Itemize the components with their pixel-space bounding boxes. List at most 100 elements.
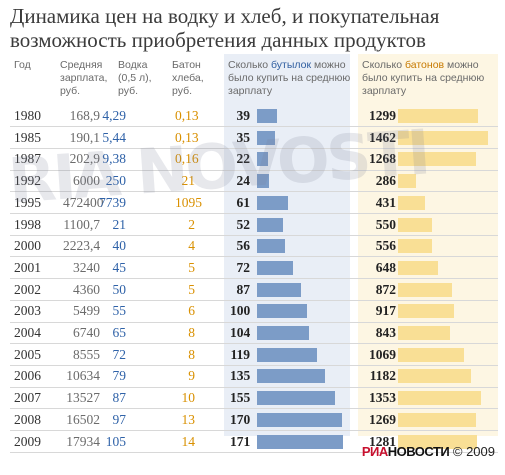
chart-title: Динамика цен на водку и хлеб, и покупате… (10, 4, 440, 52)
loaves-bar (398, 217, 432, 232)
bottles-value-label: 22 (236, 151, 251, 167)
vodka-price-cell: 105 (105, 433, 126, 449)
loaves-bar (398, 239, 433, 254)
vodka-price-cell: 45 (112, 259, 127, 275)
loaves-value-label: 431 (375, 194, 396, 210)
vodka-price-cell: 4,29 (102, 108, 126, 123)
wage-cell: 8555 (73, 346, 100, 362)
loaves-value-label: 556 (375, 238, 396, 254)
bottles-value-label: 170 (230, 411, 251, 427)
vodka-price-cell: 21 (112, 216, 127, 232)
bread-price-cell: 21 (181, 173, 196, 189)
bottles-bar (257, 326, 310, 340)
wage-cell: 168,9 (69, 108, 100, 123)
loaves-bar (398, 152, 477, 167)
year-cell: 2008 (14, 411, 41, 427)
loaves-value-label: 1268 (369, 151, 396, 167)
row-divider (10, 191, 498, 193)
loaves-bar (398, 195, 425, 210)
bottles-bar (257, 239, 286, 254)
bottles-bar (257, 109, 277, 123)
loaves-value-label: 1269 (369, 411, 396, 427)
bottles-bar (257, 217, 284, 232)
vodka-price-cell: 40 (112, 238, 127, 254)
row-divider (10, 278, 498, 280)
row-divider (10, 364, 498, 366)
year-cell: 1980 (14, 108, 41, 123)
header-loaves: Сколько батонов можно было купить на сре… (362, 59, 496, 98)
year-cell: 2002 (14, 281, 41, 297)
bottles-bar (257, 347, 317, 362)
bottles-bar (257, 152, 269, 167)
loaves-value-label: 286 (375, 173, 396, 189)
row-divider (10, 299, 498, 301)
wage-cell: 202,9 (69, 151, 100, 167)
loaves-value-label: 1069 (369, 346, 396, 362)
bread-price-cell: 4 (188, 238, 195, 254)
vodka-price-cell: 65 (112, 325, 127, 340)
bread-price-cell: 9 (188, 368, 195, 384)
vodka-price-cell: 72 (112, 346, 127, 362)
bottles-bar (257, 174, 270, 189)
bottles-value-label: 61 (236, 194, 251, 210)
bottles-value-label: 56 (236, 238, 251, 254)
vodka-price-cell: 5,44 (102, 129, 126, 145)
loaves-value-label: 550 (375, 216, 396, 232)
wage-cell: 190,1 (69, 129, 100, 145)
bread-price-cell: 2 (188, 216, 195, 232)
loaves-bar (398, 369, 471, 384)
row-divider (10, 213, 498, 214)
year-cell: 2007 (14, 390, 41, 406)
footer: РИАНОВОСТИ © 2009 (362, 444, 495, 459)
header-loaves-highlight: батонов (404, 59, 445, 71)
bread-price-cell: 10 (181, 390, 196, 406)
bottles-bar (257, 195, 288, 210)
wage-cell: 13527 (66, 390, 100, 406)
year-cell: 2009 (14, 433, 41, 449)
bottles-bar (257, 391, 335, 406)
loaves-bar (398, 109, 478, 123)
wage-cell: 16502 (66, 411, 100, 427)
wage-cell: 6000 (73, 173, 100, 189)
row-divider (10, 386, 498, 388)
row-divider (10, 147, 498, 149)
loaves-bar (398, 391, 482, 406)
header-bread: Батон хлеба, руб. (172, 59, 204, 97)
header-bottles-pre: Сколько (228, 59, 271, 71)
bottles-bar (257, 260, 294, 275)
loaves-bar (398, 174, 416, 189)
loaves-bar (398, 304, 455, 319)
copyright: © 2009 (452, 444, 495, 459)
loaves-value-label: 1281 (369, 433, 396, 449)
bread-price-cell: 8 (188, 346, 195, 362)
loaves-value-label: 843 (375, 325, 396, 340)
bottles-bar (257, 434, 343, 449)
row-divider (10, 451, 498, 453)
row-divider (10, 343, 498, 345)
ria-novosti-logo: РИАНОВОСТИ (361, 444, 450, 459)
vodka-price-cell: 97 (112, 411, 127, 427)
year-cell: 1998 (14, 216, 41, 232)
loaves-value-label: 1182 (369, 368, 396, 384)
header-bottles: Сколько бутылок можно было купить на сре… (228, 59, 352, 98)
year-cell: 2004 (14, 325, 41, 340)
row-divider (10, 169, 498, 171)
loaves-value-label: 917 (375, 303, 396, 319)
loaves-value-label: 872 (375, 281, 396, 297)
wage-cell: 10634 (66, 368, 100, 384)
wage-cell: 17934 (66, 433, 100, 449)
row-divider (10, 321, 498, 323)
year-cell: 1995 (14, 194, 41, 210)
loaves-value-label: 1299 (369, 108, 396, 123)
wage-cell: 472400 (63, 194, 104, 210)
vodka-price-cell: 9,38 (102, 151, 126, 167)
loaves-bar (398, 326, 450, 340)
header-year: Год (14, 59, 31, 71)
bread-price-cell: 0,16 (175, 151, 199, 167)
row-divider (10, 256, 498, 258)
header-vodka: Водка (0,5 л), руб. (118, 59, 152, 97)
wage-cell: 3240 (73, 259, 100, 275)
bottles-value-label: 171 (230, 433, 251, 449)
vodka-price-cell: 7739 (99, 194, 126, 210)
row-divider (10, 234, 498, 236)
